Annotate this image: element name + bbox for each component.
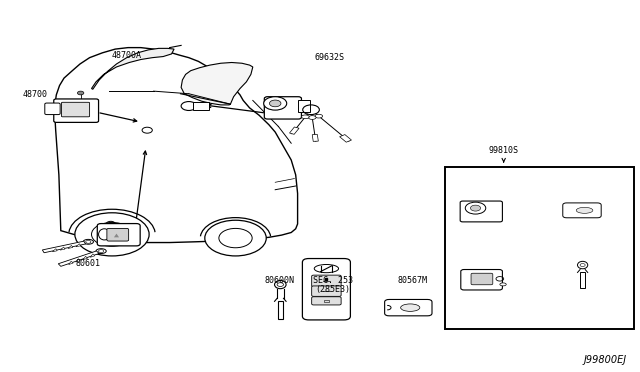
FancyBboxPatch shape xyxy=(385,299,432,316)
Ellipse shape xyxy=(308,116,316,119)
Ellipse shape xyxy=(500,283,506,286)
FancyBboxPatch shape xyxy=(264,97,301,119)
Polygon shape xyxy=(68,246,73,248)
Text: (285E3): (285E3) xyxy=(316,285,350,294)
Ellipse shape xyxy=(576,207,593,213)
FancyBboxPatch shape xyxy=(312,275,341,287)
Ellipse shape xyxy=(275,280,286,289)
FancyBboxPatch shape xyxy=(312,286,341,296)
Ellipse shape xyxy=(83,240,93,244)
Ellipse shape xyxy=(315,114,323,118)
Text: 48700A: 48700A xyxy=(112,51,141,60)
Text: 80600N: 80600N xyxy=(265,276,294,285)
Circle shape xyxy=(99,250,104,253)
Circle shape xyxy=(92,222,132,246)
Bar xyxy=(324,300,329,302)
Polygon shape xyxy=(68,261,73,264)
FancyBboxPatch shape xyxy=(54,99,99,122)
Circle shape xyxy=(465,202,486,214)
FancyBboxPatch shape xyxy=(312,297,341,305)
FancyBboxPatch shape xyxy=(460,201,502,222)
Bar xyxy=(298,100,310,112)
Circle shape xyxy=(75,213,149,256)
Polygon shape xyxy=(90,254,95,257)
Polygon shape xyxy=(312,134,318,141)
Text: 69632S: 69632S xyxy=(315,52,344,61)
Circle shape xyxy=(142,127,152,133)
FancyBboxPatch shape xyxy=(45,103,60,115)
Polygon shape xyxy=(278,301,283,319)
FancyBboxPatch shape xyxy=(107,228,129,241)
Circle shape xyxy=(277,283,284,286)
FancyBboxPatch shape xyxy=(302,259,351,320)
Polygon shape xyxy=(52,248,57,252)
Polygon shape xyxy=(340,135,351,142)
Polygon shape xyxy=(83,256,88,260)
FancyBboxPatch shape xyxy=(461,269,502,290)
Polygon shape xyxy=(76,244,81,247)
Polygon shape xyxy=(580,272,585,288)
FancyBboxPatch shape xyxy=(61,102,90,117)
Text: 48700: 48700 xyxy=(22,90,48,99)
Ellipse shape xyxy=(314,264,339,273)
Polygon shape xyxy=(76,259,80,262)
Circle shape xyxy=(77,91,84,95)
Ellipse shape xyxy=(577,261,588,269)
Polygon shape xyxy=(92,48,174,89)
FancyBboxPatch shape xyxy=(471,273,493,285)
FancyBboxPatch shape xyxy=(97,224,140,246)
Polygon shape xyxy=(114,234,119,237)
Ellipse shape xyxy=(301,115,309,119)
Ellipse shape xyxy=(99,229,110,240)
Circle shape xyxy=(86,240,91,243)
Circle shape xyxy=(181,102,196,110)
Text: 99810S: 99810S xyxy=(489,145,518,154)
Circle shape xyxy=(580,263,585,266)
Bar xyxy=(193,102,209,110)
Polygon shape xyxy=(60,247,65,250)
Polygon shape xyxy=(42,241,86,253)
Text: 80601: 80601 xyxy=(76,259,101,268)
Ellipse shape xyxy=(401,304,420,311)
Circle shape xyxy=(219,228,252,248)
Circle shape xyxy=(264,97,287,110)
Polygon shape xyxy=(58,251,99,266)
Bar xyxy=(56,100,67,115)
Circle shape xyxy=(269,100,281,107)
Circle shape xyxy=(205,220,266,256)
Bar xyxy=(445,167,634,329)
Polygon shape xyxy=(289,127,299,134)
Circle shape xyxy=(470,205,481,211)
FancyBboxPatch shape xyxy=(563,203,601,218)
Ellipse shape xyxy=(96,248,106,254)
Polygon shape xyxy=(181,62,253,105)
Text: SEC. 253: SEC. 253 xyxy=(313,276,353,285)
Text: 80567M: 80567M xyxy=(398,276,428,285)
Text: J99800EJ: J99800EJ xyxy=(584,355,627,365)
